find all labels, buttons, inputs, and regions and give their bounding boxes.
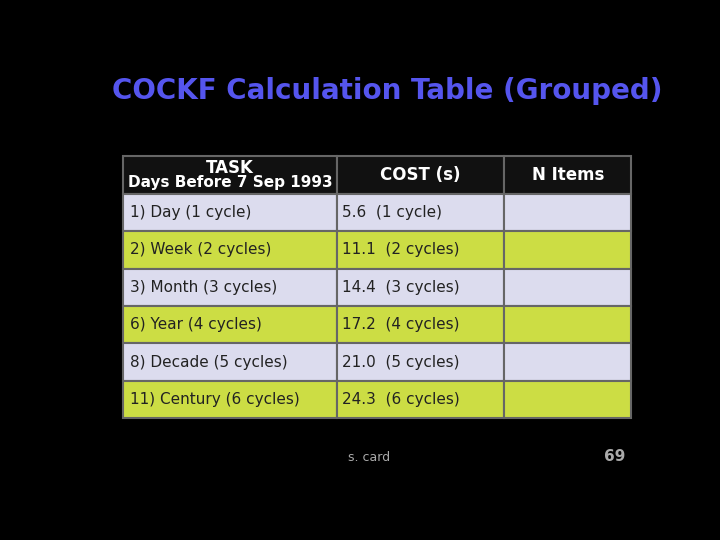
Text: N Items: N Items bbox=[531, 166, 604, 184]
Text: 11.1  (2 cycles): 11.1 (2 cycles) bbox=[342, 242, 460, 258]
Text: COCKF Calculation Table (Grouped): COCKF Calculation Table (Grouped) bbox=[112, 77, 663, 105]
Text: 2) Week (2 cycles): 2) Week (2 cycles) bbox=[130, 242, 271, 258]
Text: 21.0  (5 cycles): 21.0 (5 cycles) bbox=[342, 355, 460, 369]
Bar bbox=[504, 194, 631, 231]
Bar bbox=[124, 156, 337, 194]
Bar bbox=[504, 231, 631, 268]
Text: 8) Decade (5 cycles): 8) Decade (5 cycles) bbox=[130, 355, 288, 369]
Text: 24.3  (6 cycles): 24.3 (6 cycles) bbox=[342, 392, 460, 407]
Bar bbox=[124, 381, 337, 418]
Text: 14.4  (3 cycles): 14.4 (3 cycles) bbox=[342, 280, 460, 295]
Bar bbox=[337, 381, 504, 418]
Bar bbox=[337, 268, 504, 306]
Bar bbox=[124, 306, 337, 343]
Text: COST (s): COST (s) bbox=[380, 166, 461, 184]
Bar bbox=[337, 306, 504, 343]
Bar bbox=[337, 156, 504, 194]
Bar bbox=[504, 306, 631, 343]
Bar bbox=[504, 156, 631, 194]
Bar bbox=[124, 194, 337, 231]
Bar bbox=[124, 268, 337, 306]
Bar bbox=[337, 343, 504, 381]
Text: 69: 69 bbox=[604, 449, 626, 464]
Text: 5.6  (1 cycle): 5.6 (1 cycle) bbox=[342, 205, 442, 220]
Bar bbox=[504, 343, 631, 381]
Bar bbox=[337, 231, 504, 268]
Text: s. card: s. card bbox=[348, 451, 390, 464]
Bar bbox=[504, 381, 631, 418]
Bar bbox=[124, 231, 337, 268]
Bar bbox=[124, 343, 337, 381]
Text: 3) Month (3 cycles): 3) Month (3 cycles) bbox=[130, 280, 277, 295]
Bar bbox=[504, 268, 631, 306]
Text: 11) Century (6 cycles): 11) Century (6 cycles) bbox=[130, 392, 300, 407]
Text: 6) Year (4 cycles): 6) Year (4 cycles) bbox=[130, 317, 262, 332]
Bar bbox=[337, 194, 504, 231]
Text: TASK: TASK bbox=[206, 159, 254, 177]
Text: 1) Day (1 cycle): 1) Day (1 cycle) bbox=[130, 205, 251, 220]
Text: Days Before 7 Sep 1993: Days Before 7 Sep 1993 bbox=[128, 175, 333, 190]
Text: 17.2  (4 cycles): 17.2 (4 cycles) bbox=[342, 317, 460, 332]
